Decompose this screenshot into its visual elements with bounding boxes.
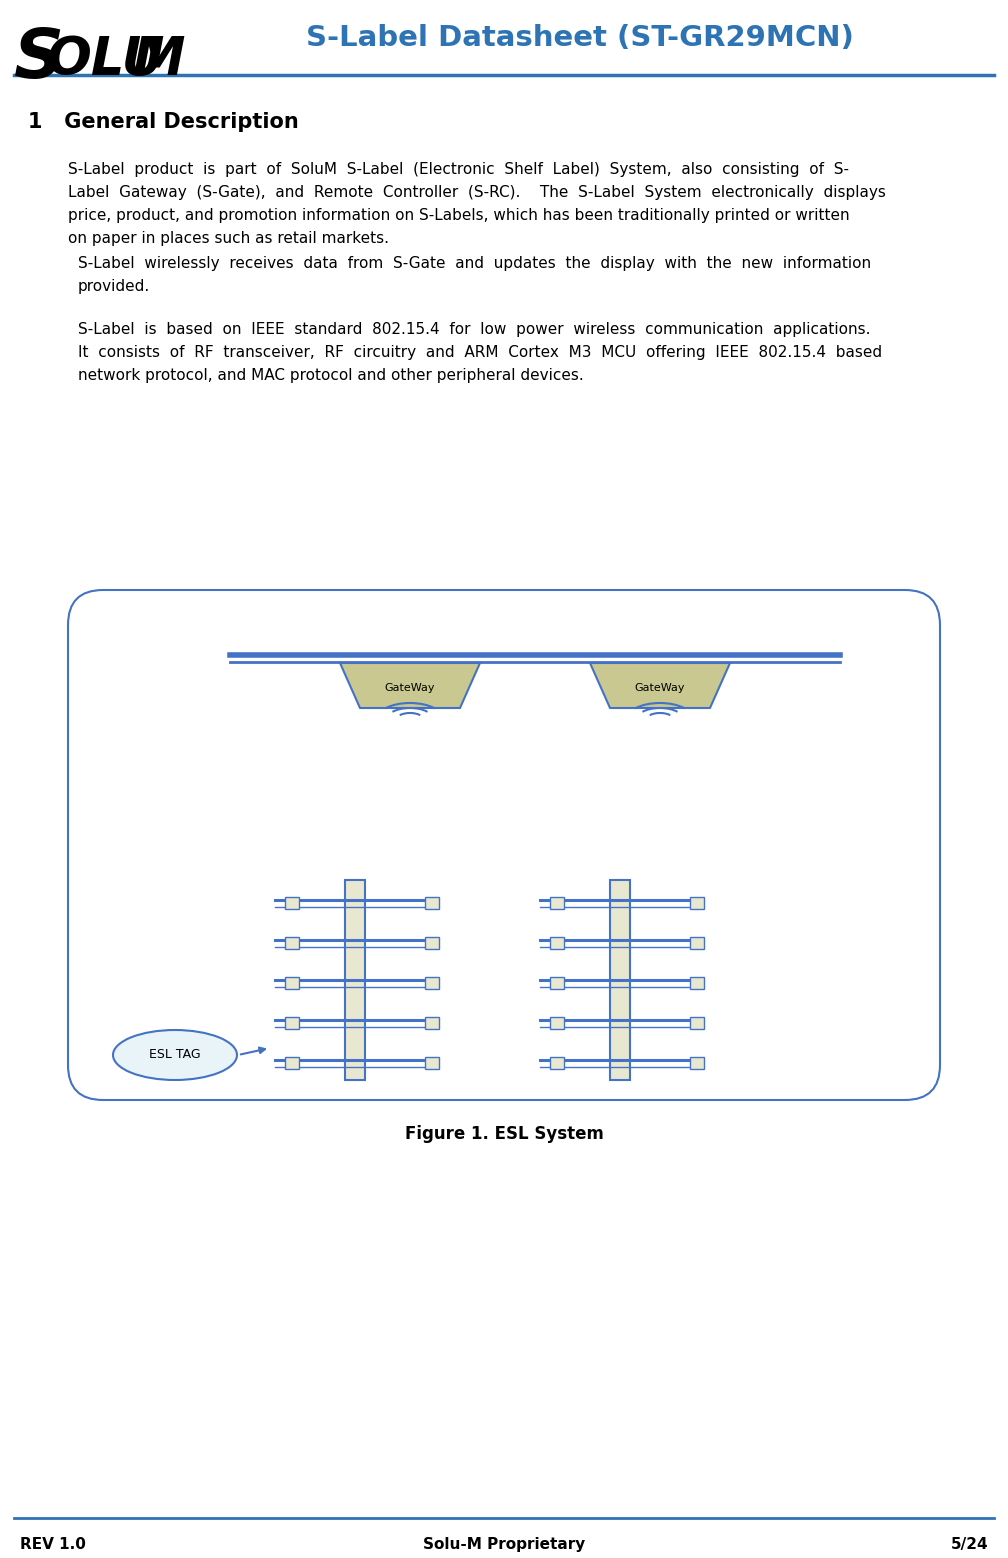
Bar bbox=[425, 897, 439, 908]
Text: S-Label  product  is  part  of  SoluM  S-Label  (Electronic  Shelf  Label)  Syst: S-Label product is part of SoluM S-Label… bbox=[68, 162, 849, 178]
Bar bbox=[690, 1017, 704, 1028]
Bar bbox=[425, 1017, 439, 1028]
Text: It  consists  of  RF  transceiver,  RF  circuitry  and  ARM  Cortex  M3  MCU  of: It consists of RF transceiver, RF circui… bbox=[78, 344, 882, 360]
Text: price, product, and promotion information on S-Labels, which has been traditiona: price, product, and promotion informatio… bbox=[68, 209, 850, 223]
Text: GateWay: GateWay bbox=[635, 682, 685, 693]
Bar bbox=[285, 936, 299, 949]
Bar bbox=[690, 897, 704, 908]
Text: on paper in places such as retail markets.: on paper in places such as retail market… bbox=[68, 231, 389, 246]
Text: Solu-M Proprietary: Solu-M Proprietary bbox=[423, 1538, 585, 1552]
Text: OLU: OLU bbox=[46, 34, 164, 86]
Text: ESL TAG: ESL TAG bbox=[149, 1049, 201, 1061]
Bar bbox=[550, 977, 564, 989]
Bar bbox=[425, 1056, 439, 1069]
Text: M: M bbox=[133, 34, 185, 86]
Bar bbox=[285, 1017, 299, 1028]
Bar bbox=[690, 1056, 704, 1069]
Bar bbox=[550, 897, 564, 908]
Text: Label  Gateway  (S-Gate),  and  Remote  Controller  (S-RC).    The  S-Label  Sys: Label Gateway (S-Gate), and Remote Contr… bbox=[68, 185, 886, 199]
Text: S-Label  is  based  on  IEEE  standard  802.15.4  for  low  power  wireless  com: S-Label is based on IEEE standard 802.15… bbox=[78, 323, 871, 337]
Bar bbox=[690, 977, 704, 989]
Bar bbox=[345, 880, 365, 1080]
Bar bbox=[285, 1056, 299, 1069]
Bar bbox=[285, 897, 299, 908]
Bar bbox=[425, 936, 439, 949]
Bar bbox=[690, 936, 704, 949]
Bar bbox=[285, 977, 299, 989]
Polygon shape bbox=[590, 664, 730, 707]
Text: provided.: provided. bbox=[78, 279, 150, 294]
Bar bbox=[425, 977, 439, 989]
Text: 5/24: 5/24 bbox=[951, 1538, 988, 1552]
FancyBboxPatch shape bbox=[68, 590, 940, 1100]
Bar bbox=[610, 880, 630, 1080]
Text: 1   General Description: 1 General Description bbox=[28, 112, 298, 132]
Polygon shape bbox=[340, 664, 480, 707]
Bar bbox=[550, 1056, 564, 1069]
Bar bbox=[550, 936, 564, 949]
Text: network protocol, and MAC protocol and other peripheral devices.: network protocol, and MAC protocol and o… bbox=[78, 368, 584, 383]
Text: S-Label  wirelessly  receives  data  from  S-Gate  and  updates  the  display  w: S-Label wirelessly receives data from S-… bbox=[78, 256, 871, 271]
Text: S-Label Datasheet (ST-GR29MCN): S-Label Datasheet (ST-GR29MCN) bbox=[306, 23, 854, 51]
Text: REV 1.0: REV 1.0 bbox=[20, 1538, 86, 1552]
Text: Figure 1. ESL System: Figure 1. ESL System bbox=[404, 1125, 604, 1144]
Text: GateWay: GateWay bbox=[385, 682, 435, 693]
Ellipse shape bbox=[113, 1030, 237, 1080]
Text: S: S bbox=[14, 25, 64, 92]
Bar bbox=[550, 1017, 564, 1028]
